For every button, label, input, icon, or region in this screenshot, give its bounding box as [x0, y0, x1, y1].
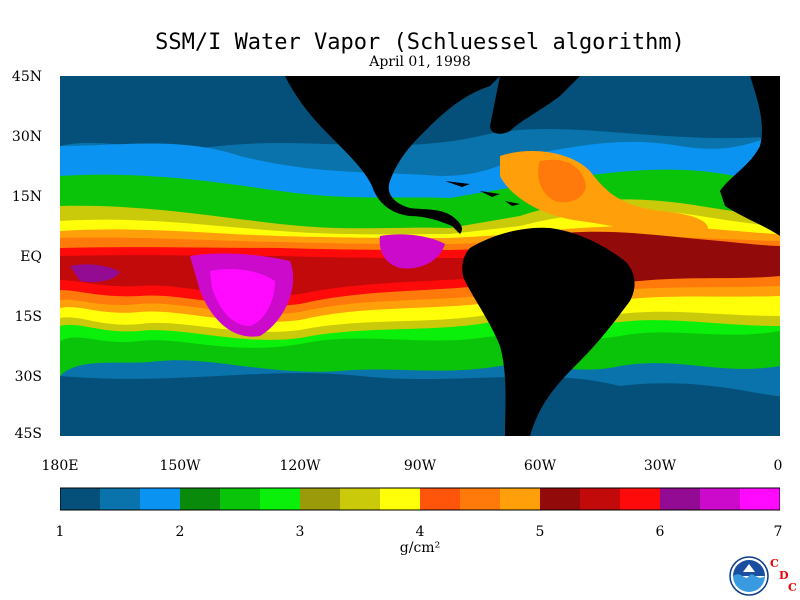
- scale-tick-label: 5: [535, 524, 545, 540]
- europe-africa-land: [720, 76, 780, 236]
- color-swatch: [340, 488, 381, 510]
- water-vapor-map: [60, 76, 780, 436]
- color-swatch: [140, 488, 181, 510]
- color-swatch: [260, 488, 301, 510]
- lat-label: EQ: [20, 249, 42, 265]
- scale-tick-label: 6: [655, 524, 665, 540]
- south-america-land: [462, 227, 635, 436]
- lat-label: 45N: [11, 69, 42, 85]
- color-swatch: [100, 488, 141, 510]
- lat-label: 30S: [14, 369, 42, 385]
- color-swatch: [740, 488, 780, 510]
- cdc-letter: C: [770, 557, 779, 570]
- color-swatch: [420, 488, 461, 510]
- color-swatch: [500, 488, 541, 510]
- north-america-land: [285, 76, 500, 234]
- color-swatch: [540, 488, 581, 510]
- caribbean-islands: [445, 181, 520, 206]
- lat-label: 30N: [11, 129, 42, 145]
- color-swatch: [580, 488, 621, 510]
- scale-tick-label: 1: [55, 524, 65, 540]
- color-scale-bar: [60, 487, 780, 511]
- cdc-letter: D: [779, 569, 789, 582]
- color-swatch: [620, 488, 661, 510]
- north-america-east: [490, 76, 580, 134]
- lat-label: 15S: [14, 309, 42, 325]
- color-swatch: [60, 488, 101, 510]
- lon-label: 120W: [279, 458, 321, 474]
- map-title: SSM/I Water Vapor (Schluessel algorithm): [155, 30, 685, 55]
- color-swatch: [700, 488, 741, 510]
- color-swatch: [180, 488, 221, 510]
- color-swatch: [220, 488, 261, 510]
- lon-label: 180E: [41, 458, 79, 474]
- color-swatch: [380, 488, 421, 510]
- lon-label: 60W: [523, 458, 557, 474]
- lon-label: 150W: [159, 458, 201, 474]
- lon-label: 30W: [643, 458, 677, 474]
- color-swatch: [460, 488, 501, 510]
- noaa-logo-icon: [729, 556, 769, 596]
- scale-tick-label: 4: [415, 524, 425, 540]
- scale-tick-label: 2: [175, 524, 185, 540]
- lon-label: 0: [773, 458, 783, 474]
- scale-tick-label: 7: [773, 524, 783, 540]
- lat-label: 15N: [11, 189, 42, 205]
- lon-label: 90W: [403, 458, 437, 474]
- scale-tick-label: 3: [295, 524, 305, 540]
- color-swatch: [660, 488, 701, 510]
- units-label: g/cm²: [399, 540, 441, 556]
- map-date: April 01, 1998: [369, 54, 471, 70]
- color-swatch: [300, 488, 341, 510]
- lat-label: 45S: [14, 426, 42, 442]
- cdc-letter: C: [788, 581, 797, 594]
